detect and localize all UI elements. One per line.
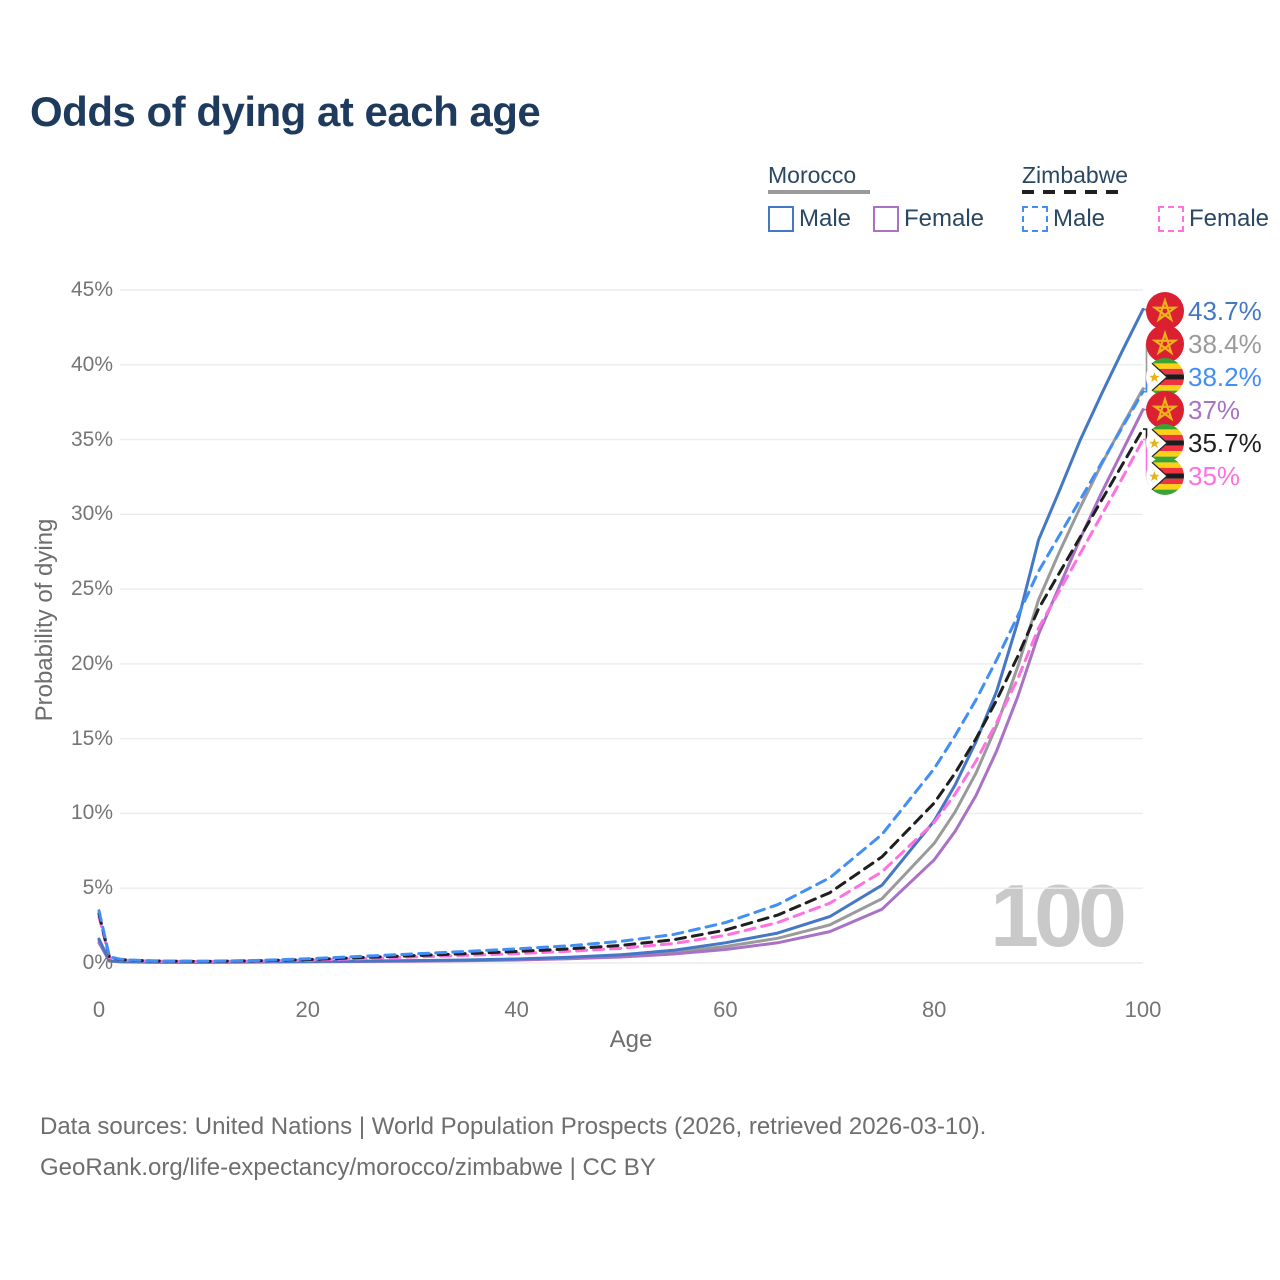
- y-tick-label: 20%: [70, 651, 113, 675]
- legend-swatch-morocco-male[interactable]: [768, 206, 794, 232]
- y-tick-label: 45%: [70, 277, 113, 301]
- legend-group-title-morocco: Morocco: [768, 162, 857, 188]
- series-line-morocco-both-sexes[interactable]: [97, 387, 1145, 964]
- zimbabwe-flag-icon: [1146, 358, 1184, 396]
- end-label-flag-morocco-female: [1146, 391, 1184, 429]
- y-tick-label: 10%: [70, 801, 113, 825]
- y-tick-label: 30%: [70, 502, 113, 526]
- x-tick-label: 80: [921, 997, 947, 1022]
- page-title: Odds of dying at each age: [30, 88, 541, 135]
- end-label-flag-zimbabwe-both-sexes: [1146, 424, 1184, 462]
- morocco-flag-icon: [1146, 325, 1184, 363]
- end-label-flag-zimbabwe-male: [1146, 358, 1184, 396]
- x-tick-label: 40: [504, 997, 529, 1022]
- legend-swatch-zimbabwe-male[interactable]: [1022, 206, 1048, 232]
- series-line-zimbabwe-male[interactable]: [97, 390, 1145, 963]
- x-axis-title: Age: [609, 1026, 653, 1053]
- legend-underline-morocco: [768, 190, 870, 194]
- y-tick-label: 15%: [70, 726, 113, 750]
- end-label-value-morocco-female: 37%: [1188, 395, 1241, 425]
- series-line-zimbabwe-both-sexes[interactable]: [97, 427, 1145, 963]
- x-tick-label: 100: [1124, 997, 1162, 1022]
- x-tick-label: 20: [295, 997, 321, 1022]
- legend-underline-zimbabwe: [1022, 190, 1122, 194]
- series-line-morocco-female[interactable]: [97, 408, 1145, 964]
- y-axis-title: Probability of dying: [31, 518, 58, 722]
- y-tick-label: 25%: [70, 577, 113, 601]
- zimbabwe-flag-icon: [1146, 457, 1184, 495]
- y-tick-label: 40%: [70, 352, 113, 376]
- footer-attribution: Data sources: United Nations | World Pop…: [40, 1106, 1190, 1188]
- y-tick-label: 0%: [82, 951, 113, 974]
- x-tick-label: 60: [713, 997, 738, 1022]
- morocco-flag-icon: [1146, 292, 1184, 330]
- legend-label-morocco-female[interactable]: Female: [904, 205, 985, 232]
- end-label-value-zimbabwe-both-sexes: 35.7%: [1188, 428, 1262, 458]
- end-label-flag-zimbabwe-female: [1146, 457, 1184, 495]
- end-label-value-zimbabwe-male: 38.2%: [1188, 362, 1262, 392]
- footer-license-url: GeoRank.org/life-expectancy/morocco/zimb…: [40, 1154, 656, 1181]
- age-watermark: 100: [990, 866, 1127, 965]
- end-label-flag-morocco-both-sexes: [1146, 325, 1184, 363]
- series-line-zimbabwe-female[interactable]: [97, 438, 1145, 963]
- end-label-value-zimbabwe-female: 35%: [1188, 461, 1241, 491]
- footer-data-sources: Data sources: United Nations | World Pop…: [40, 1113, 987, 1140]
- legend-label-morocco-male[interactable]: Male: [799, 205, 852, 232]
- legend-swatch-morocco-female[interactable]: [873, 206, 899, 232]
- end-label-value-morocco-male: 43.7%: [1188, 296, 1262, 326]
- y-tick-label: 35%: [70, 427, 113, 451]
- end-label-flag-morocco-male: [1146, 292, 1184, 330]
- y-tick-label: 5%: [82, 876, 113, 900]
- legend-group-title-zimbabwe: Zimbabwe: [1022, 162, 1129, 188]
- x-tick-label: 0: [92, 997, 106, 1022]
- legend-label-zimbabwe-female[interactable]: Female: [1189, 205, 1270, 232]
- end-label-value-morocco-both-sexes: 38.4%: [1188, 329, 1262, 359]
- legend-swatch-zimbabwe-female[interactable]: [1158, 206, 1184, 232]
- series-line-morocco-male[interactable]: [97, 307, 1145, 964]
- zimbabwe-flag-icon: [1146, 424, 1184, 462]
- morocco-flag-icon: [1146, 391, 1184, 429]
- legend-label-zimbabwe-male[interactable]: Male: [1053, 205, 1106, 232]
